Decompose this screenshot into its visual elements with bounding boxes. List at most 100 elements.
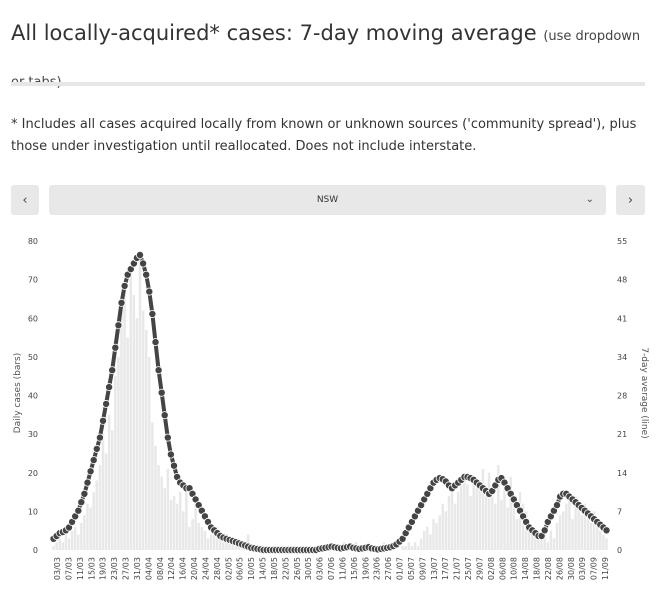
bar (163, 488, 166, 550)
x-tick-label: 31/03 (133, 557, 142, 580)
x-tick-label: 12/04 (167, 557, 176, 580)
bar (110, 430, 114, 550)
bar (222, 542, 225, 550)
bar (568, 499, 571, 550)
bar (478, 480, 482, 550)
bar (160, 476, 163, 550)
bar (107, 414, 111, 550)
right-tick-label: 0 (617, 546, 622, 555)
average-point (89, 456, 98, 465)
x-axis: 03/03 07/03 11/03 15/03 19/03 23/03 27/03 31/03… (53, 557, 610, 580)
state-dropdown[interactable]: NSW ⌄ (49, 185, 606, 215)
bar (206, 538, 210, 550)
bar (86, 503, 89, 550)
bar (518, 492, 522, 550)
bar (175, 503, 179, 550)
average-point (139, 259, 148, 268)
right-tick-label: 21 (617, 430, 627, 439)
bar (481, 468, 485, 550)
bar (212, 530, 216, 550)
x-tick-label: 30/05 (304, 557, 313, 580)
bar (524, 511, 528, 550)
bar (141, 310, 145, 550)
average-point (145, 287, 154, 296)
bar (104, 453, 108, 550)
bar (466, 484, 469, 550)
x-tick-label: 11/03 (76, 557, 85, 580)
bar (172, 495, 176, 550)
bar (219, 538, 222, 550)
average-point (108, 366, 117, 375)
bar (407, 542, 411, 550)
next-button[interactable]: › (616, 185, 645, 215)
bar (70, 530, 74, 550)
bar (92, 492, 95, 550)
x-tick-label: 10/08 (510, 557, 519, 580)
x-tick-label: 14/05 (259, 557, 268, 580)
bar (209, 534, 213, 550)
x-tick-label: 28/04 (213, 557, 222, 580)
x-tick-label: 15/03 (87, 557, 96, 580)
left-tick-label: 0 (33, 546, 38, 555)
bar (549, 530, 553, 550)
bar (148, 356, 151, 550)
average-point (154, 366, 163, 375)
x-tick-label: 01/07 (396, 557, 405, 580)
bar (200, 526, 204, 550)
bar (552, 538, 556, 550)
left-tick-label: 30 (28, 430, 38, 439)
average-point (83, 478, 92, 487)
bar (515, 519, 519, 550)
line-layer (49, 250, 611, 554)
average-point (157, 388, 166, 397)
x-tick-label: 24/04 (201, 557, 210, 580)
bar (503, 488, 506, 550)
bar (80, 522, 83, 550)
bar (537, 534, 540, 550)
x-tick-label: 13/07 (430, 557, 439, 580)
prev-button[interactable]: ‹ (11, 185, 39, 215)
bar (228, 538, 231, 550)
bar (432, 519, 435, 550)
right-tick-label: 14 (617, 469, 627, 478)
bar (595, 526, 599, 550)
average-point (102, 399, 111, 408)
bar (426, 526, 429, 550)
bar (95, 480, 99, 550)
bar (472, 476, 475, 550)
bar (126, 337, 129, 550)
average-point (148, 310, 157, 319)
average-point (169, 461, 178, 470)
bar (401, 546, 404, 550)
x-tick-label: 11/06 (338, 557, 347, 580)
bar (144, 329, 148, 550)
bar (203, 530, 207, 550)
average-point (151, 338, 160, 347)
bar (101, 434, 105, 550)
bar (574, 495, 577, 550)
bar (438, 515, 441, 550)
bar (61, 542, 65, 550)
bar (602, 534, 605, 550)
bar (77, 534, 80, 550)
left-tick-label: 80 (28, 237, 38, 246)
x-tick-label: 07/03 (64, 557, 73, 580)
x-tick-label: 07/09 (590, 557, 599, 580)
bar (410, 546, 414, 550)
bar (182, 511, 185, 550)
bar (55, 542, 58, 550)
bar (83, 515, 86, 550)
page-title: All locally-acquired* cases: 7-day movin… (11, 12, 651, 104)
average-point (120, 281, 129, 290)
bar (157, 465, 160, 550)
average-point (92, 444, 101, 453)
bar (120, 306, 123, 550)
bar (246, 534, 250, 550)
bar (500, 499, 503, 550)
bar (506, 507, 509, 550)
left-tick-label: 40 (28, 392, 38, 401)
average-point (602, 526, 611, 535)
x-tick-label: 11/09 (601, 557, 610, 580)
x-tick-label: 17/07 (441, 557, 450, 580)
bar (64, 534, 68, 550)
